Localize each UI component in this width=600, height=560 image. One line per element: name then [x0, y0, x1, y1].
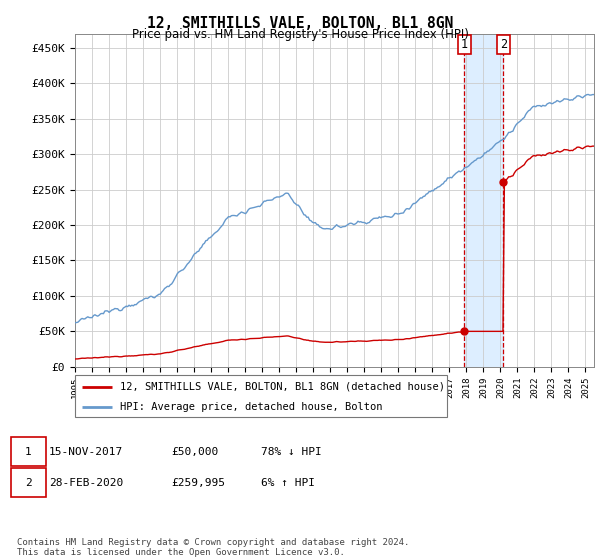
Bar: [464, 34, 503, 367]
Text: 1: 1: [461, 38, 468, 51]
Text: 12, SMITHILLS VALE, BOLTON, BL1 8GN: 12, SMITHILLS VALE, BOLTON, BL1 8GN: [147, 16, 453, 31]
Text: £259,995: £259,995: [171, 478, 225, 488]
FancyBboxPatch shape: [75, 375, 447, 417]
Text: 78% ↓ HPI: 78% ↓ HPI: [261, 447, 322, 457]
Text: 6% ↑ HPI: 6% ↑ HPI: [261, 478, 315, 488]
Text: 1: 1: [25, 447, 32, 457]
Text: 12, SMITHILLS VALE, BOLTON, BL1 8GN (detached house): 12, SMITHILLS VALE, BOLTON, BL1 8GN (det…: [119, 382, 445, 392]
Text: 28-FEB-2020: 28-FEB-2020: [49, 478, 124, 488]
Text: £50,000: £50,000: [171, 447, 218, 457]
Text: HPI: Average price, detached house, Bolton: HPI: Average price, detached house, Bolt…: [119, 402, 382, 412]
Text: 2: 2: [500, 38, 507, 51]
Text: 15-NOV-2017: 15-NOV-2017: [49, 447, 124, 457]
Text: 2: 2: [25, 478, 32, 488]
Text: Contains HM Land Registry data © Crown copyright and database right 2024.
This d: Contains HM Land Registry data © Crown c…: [17, 538, 409, 557]
Text: Price paid vs. HM Land Registry's House Price Index (HPI): Price paid vs. HM Land Registry's House …: [131, 28, 469, 41]
